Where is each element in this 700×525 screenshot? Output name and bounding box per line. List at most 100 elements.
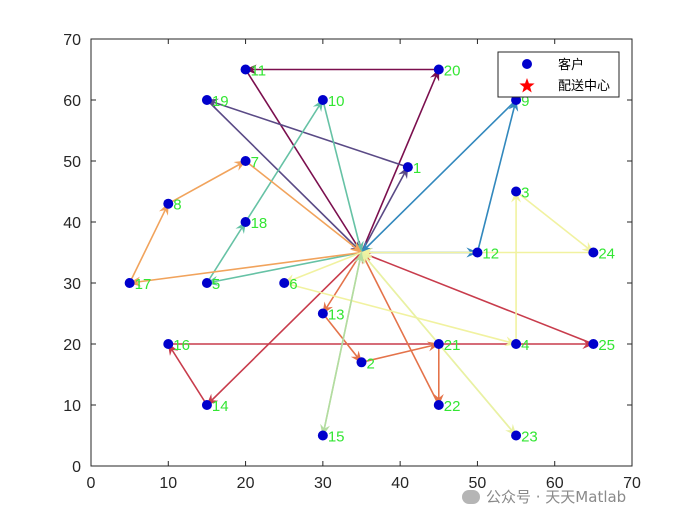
y-tick-label: 10 xyxy=(63,398,81,415)
x-tick-label: 70 xyxy=(623,475,641,492)
customer-label: 15 xyxy=(328,429,345,446)
route-8-segment xyxy=(515,190,595,254)
route-10-segment xyxy=(322,251,365,436)
legend-box xyxy=(497,51,620,98)
route-8-segment xyxy=(284,282,518,347)
x-tick-label: 20 xyxy=(237,475,255,492)
x-tick-label: 60 xyxy=(546,475,564,492)
y-tick-label: 40 xyxy=(63,215,81,232)
customer-point xyxy=(511,339,522,349)
y-tick-label: 20 xyxy=(63,337,81,354)
y-tick-label: 0 xyxy=(72,459,81,476)
x-tick-label: 10 xyxy=(159,475,177,492)
route-7-segment xyxy=(360,251,440,406)
customer-point xyxy=(433,64,444,75)
customer-label: 8 xyxy=(173,197,181,214)
customer-point xyxy=(356,357,367,368)
customer-point xyxy=(240,64,251,75)
customer-label: 17 xyxy=(135,276,152,293)
legend-depot-marker xyxy=(519,78,535,93)
route-2-segment xyxy=(205,98,409,168)
route-5-segment xyxy=(128,251,362,287)
customer-point xyxy=(240,217,251,227)
x-tick-label: 0 xyxy=(87,475,96,492)
customer-point xyxy=(201,95,212,105)
customer-label: 20 xyxy=(444,63,461,80)
customer-point xyxy=(433,339,444,349)
axes: 0 10 20 30 40 50 60 70 0 10 20 30 40 50 60 70 xyxy=(63,32,641,492)
y-tick-label: 30 xyxy=(63,276,81,293)
legend: 客户 配送中心 xyxy=(497,51,620,98)
route-3-segment xyxy=(476,99,519,253)
customer-point xyxy=(402,162,413,173)
x-tick-label: 30 xyxy=(314,475,332,492)
route-4-segment xyxy=(205,251,362,286)
route-6-segment xyxy=(167,343,208,406)
watermark-text: 公众号 · 天天Matlab xyxy=(486,488,627,506)
customer-label: 4 xyxy=(521,337,529,354)
customer-point xyxy=(279,278,290,288)
customer-point xyxy=(317,95,328,105)
customer-point xyxy=(163,198,174,209)
customer-label: 16 xyxy=(173,337,190,354)
route-7-segment xyxy=(361,341,440,364)
customer-label: 14 xyxy=(212,398,229,415)
customer-label: 25 xyxy=(598,337,615,354)
customer-label: 21 xyxy=(444,337,461,354)
route-1-segment xyxy=(360,68,440,253)
customer-label: 23 xyxy=(521,429,538,446)
x-tick-label: 40 xyxy=(391,475,409,492)
customer-label: 1 xyxy=(413,160,421,177)
route-1-segment xyxy=(244,69,363,254)
route-8-segment xyxy=(283,251,362,284)
customer-label: 18 xyxy=(251,215,268,232)
customer-label: 6 xyxy=(289,276,297,293)
x-tick-label: 50 xyxy=(469,475,487,492)
customer-point xyxy=(472,247,483,258)
customer-label: 2 xyxy=(367,355,375,372)
customer-label: 19 xyxy=(212,93,229,110)
customer-label: 5 xyxy=(212,276,220,293)
route-5-segment xyxy=(245,160,363,254)
customer-point xyxy=(317,430,328,441)
legend-customer-marker xyxy=(522,59,532,69)
route-6-segment xyxy=(360,251,594,345)
customer-label: 3 xyxy=(521,185,529,202)
customer-point xyxy=(201,278,212,288)
route-7-segment xyxy=(322,313,363,364)
y-tick-label: 60 xyxy=(63,93,81,110)
route-arrows xyxy=(128,64,595,437)
customer-point xyxy=(317,308,328,319)
route-4-segment xyxy=(244,99,324,223)
wechat-icon xyxy=(462,490,480,504)
route-2-segment xyxy=(206,99,363,254)
route-5-segment xyxy=(128,202,170,284)
y-tick-label: 70 xyxy=(63,32,81,49)
y-tick-label: 50 xyxy=(63,154,81,171)
customer-label: 13 xyxy=(328,307,345,324)
plot-frame xyxy=(90,38,633,467)
customer-label: 10 xyxy=(328,93,345,110)
customer-label: 7 xyxy=(251,154,259,171)
route-6-segment xyxy=(206,251,363,406)
legend-customer-label: 客户 xyxy=(558,57,584,73)
customer-label: 11 xyxy=(251,63,267,80)
customer-point xyxy=(511,430,522,441)
customer-label: 22 xyxy=(444,398,461,415)
customer-label: 24 xyxy=(598,246,615,263)
watermark: 公众号 · 天天Matlab xyxy=(462,486,626,507)
route-5-segment xyxy=(167,160,247,205)
customer-point xyxy=(433,400,444,410)
legend-depot-label: 配送中心 xyxy=(558,79,610,94)
route-2-segment xyxy=(360,166,409,253)
customer-point xyxy=(201,400,212,410)
route-4-segment xyxy=(322,99,364,254)
customer-point xyxy=(588,247,599,258)
customer-points xyxy=(124,64,599,441)
route-3-segment xyxy=(360,99,517,254)
customer-label: 9 xyxy=(521,93,529,110)
customer-point xyxy=(240,156,251,166)
customer-point xyxy=(163,339,174,349)
